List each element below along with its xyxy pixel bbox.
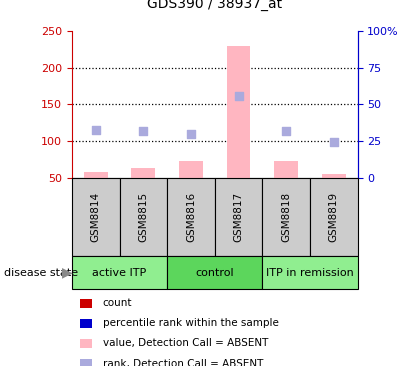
Text: rank, Detection Call = ABSENT: rank, Detection Call = ABSENT [103, 359, 263, 366]
Point [92, 127, 99, 133]
Text: ITP in remission: ITP in remission [266, 268, 354, 278]
Text: ▶: ▶ [62, 266, 72, 280]
Text: GSM8814: GSM8814 [91, 192, 101, 242]
Text: percentile rank within the sample: percentile rank within the sample [103, 318, 279, 328]
Bar [215, 178, 262, 256]
Point [330, 139, 337, 145]
Bar [132, 168, 155, 178]
Text: GSM8816: GSM8816 [186, 192, 196, 242]
Bar [84, 172, 108, 178]
Text: GSM8817: GSM8817 [233, 192, 244, 242]
Text: GSM8818: GSM8818 [281, 192, 291, 242]
Bar [167, 178, 215, 256]
Point [140, 128, 147, 134]
Text: active ITP: active ITP [92, 268, 147, 278]
Bar [322, 174, 346, 178]
Text: count: count [103, 298, 132, 308]
Bar [274, 161, 298, 178]
Bar [262, 256, 358, 289]
Point [188, 131, 194, 137]
Point [283, 128, 289, 134]
Text: value, Detection Call = ABSENT: value, Detection Call = ABSENT [103, 339, 268, 348]
Text: disease state: disease state [4, 268, 78, 278]
Bar [72, 256, 167, 289]
Bar [262, 178, 310, 256]
Text: GSM8819: GSM8819 [329, 192, 339, 242]
Bar [179, 161, 203, 178]
Bar [310, 178, 358, 256]
Bar [72, 178, 120, 256]
Text: GSM8815: GSM8815 [139, 192, 148, 242]
Bar [120, 178, 167, 256]
Text: GDS390 / 38937_at: GDS390 / 38937_at [147, 0, 282, 11]
Bar [226, 46, 250, 178]
Point [235, 93, 242, 98]
Text: control: control [196, 268, 234, 278]
Bar [167, 256, 262, 289]
